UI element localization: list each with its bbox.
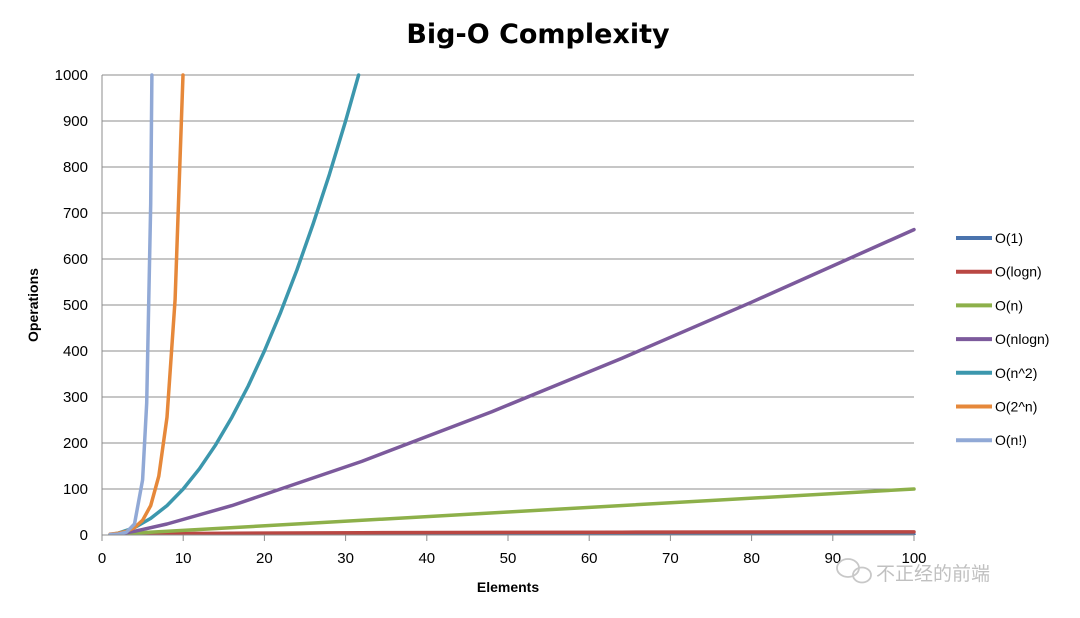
y-tick-label: 0: [80, 527, 88, 544]
y-tick-labels: 0 100 200 300 400 500 600 700 800 900 1000: [55, 67, 88, 544]
x-tick-label: 20: [256, 550, 273, 567]
legend-label: O(n): [995, 297, 1023, 313]
y-tick-label: 300: [63, 389, 88, 406]
x-tick-label: 40: [418, 550, 435, 567]
x-tick-label: 60: [581, 550, 598, 567]
x-tick-label: 30: [337, 550, 354, 567]
y-tick-label: 200: [63, 435, 88, 452]
series-line-2: [108, 487, 916, 535]
legend-label: O(2^n): [995, 399, 1037, 415]
y-tick-label: 100: [63, 481, 88, 498]
axes: [101, 75, 915, 541]
x-tick-label: 70: [662, 550, 679, 567]
legend-label: O(1): [995, 230, 1023, 246]
x-tick-label: 10: [175, 550, 192, 567]
wechat-icon: [836, 558, 872, 584]
series-line-4: [108, 73, 361, 535]
watermark-text: 不正经的前端: [876, 563, 990, 585]
x-tick-label: 90: [824, 550, 841, 567]
y-tick-label: 800: [63, 159, 88, 176]
x-tick-label: 50: [500, 550, 517, 567]
series-line-6: [108, 73, 154, 535]
y-tick-label: 400: [63, 343, 88, 360]
watermark: 不正经的前端: [836, 558, 990, 585]
x-tick-label: 0: [98, 550, 106, 567]
legend-label: O(n^2): [995, 365, 1037, 381]
x-tick-labels: 0 10 20 30 40 50 60 70 80 90 100: [98, 550, 927, 567]
x-axis-label: Elements: [477, 579, 539, 595]
y-axis-label: Operations: [25, 268, 41, 342]
legend: O(1) O(logn) O(n) O(nlogn) O(n^2) O(2^n) O(n!): [956, 230, 1049, 448]
chart-title: Big-O Complexity: [406, 19, 670, 50]
y-tick-label: 1000: [55, 67, 88, 84]
legend-label: O(n!): [995, 432, 1027, 448]
y-tick-label: 900: [63, 113, 88, 130]
y-tick-label: 700: [63, 205, 88, 222]
y-tick-label: 600: [63, 251, 88, 268]
x-tick-label: 100: [901, 550, 926, 567]
legend-label: O(nlogn): [995, 331, 1049, 347]
grid-lines: [102, 74, 914, 490]
legend-label: O(logn): [995, 264, 1042, 280]
x-tick-label: 80: [743, 550, 760, 567]
y-tick-label: 500: [63, 297, 88, 314]
